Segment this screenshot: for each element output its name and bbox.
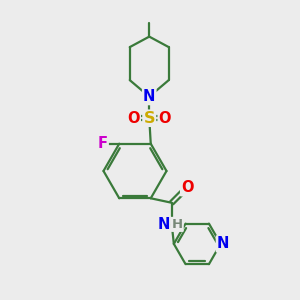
Text: F: F (98, 136, 108, 151)
Text: O: O (128, 111, 140, 126)
Text: S: S (143, 111, 155, 126)
Text: N: N (143, 89, 155, 104)
Text: O: O (181, 180, 194, 195)
Text: N: N (217, 236, 229, 251)
Text: O: O (159, 111, 171, 126)
Text: N: N (157, 217, 170, 232)
Text: H: H (172, 218, 183, 231)
